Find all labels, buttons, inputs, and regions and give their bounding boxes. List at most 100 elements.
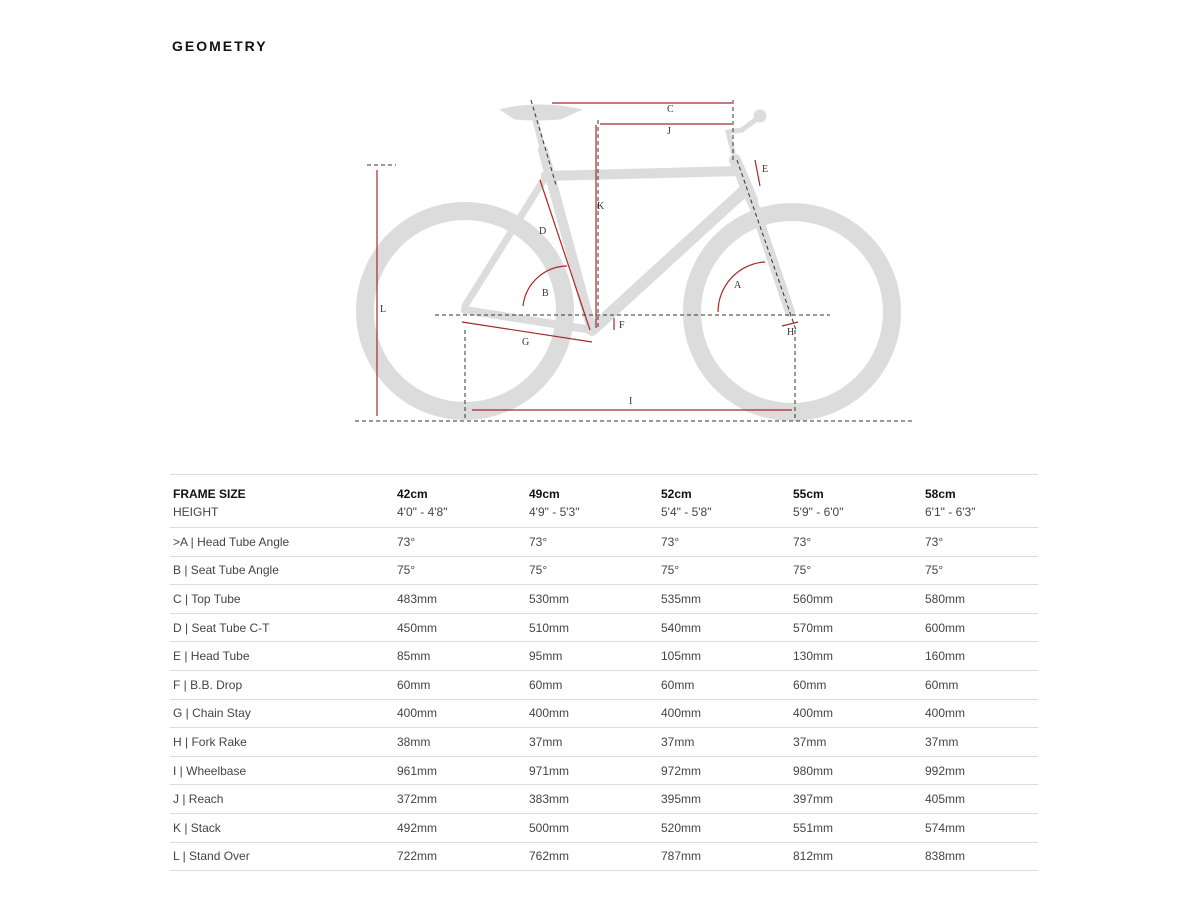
- row-value: 400mm: [658, 698, 790, 728]
- label-c: C: [667, 104, 674, 115]
- label-f: F: [619, 320, 625, 331]
- row-value: 160mm: [922, 641, 1038, 671]
- row-label: I | Wheelbase: [170, 755, 394, 785]
- row-value: 75°: [394, 555, 526, 585]
- row-value: 37mm: [658, 727, 790, 757]
- row-value: 961mm: [394, 755, 526, 785]
- top-tube: [541, 166, 745, 181]
- row-value: 73°: [526, 527, 658, 557]
- row-label: C | Top Tube: [170, 584, 394, 614]
- label-e: E: [762, 164, 768, 175]
- table-row: F | B.B. Drop 60mm 60mm 60mm 60mm 60mm: [170, 669, 1038, 700]
- table-row: G | Chain Stay 400mm 400mm 400mm 400mm 400mm: [170, 698, 1038, 728]
- row-value: 540mm: [658, 612, 790, 642]
- height-value: 5'9" - 6'0": [793, 505, 844, 519]
- height-value: 4'9" - 5'3": [529, 505, 580, 519]
- row-label: G | Chain Stay: [170, 698, 394, 728]
- label-h: H: [787, 327, 794, 338]
- label-k: K: [597, 201, 605, 212]
- row-label: L | Stand Over: [170, 841, 394, 872]
- row-value: 570mm: [790, 612, 922, 642]
- row-label: D | Seat Tube C-T: [170, 612, 394, 642]
- row-value: 73°: [394, 527, 526, 557]
- row-value: 105mm: [658, 641, 790, 671]
- row-label: H | Fork Rake: [170, 727, 394, 757]
- row-value: 38mm: [394, 727, 526, 757]
- size-52: 52cm: [658, 474, 790, 503]
- row-value: 812mm: [790, 841, 922, 872]
- stem-and-bars: [724, 115, 761, 155]
- label-g: G: [522, 337, 529, 348]
- row-value: 60mm: [658, 669, 790, 700]
- row-value: 75°: [922, 555, 1038, 585]
- row-value: 75°: [526, 555, 658, 585]
- row-value: 60mm: [790, 669, 922, 700]
- height-value: 4'0" - 4'8": [397, 505, 448, 519]
- height-label: HEIGHT: [173, 505, 219, 519]
- row-value: 60mm: [394, 669, 526, 700]
- label-b: B: [542, 288, 549, 299]
- row-value: 500mm: [526, 812, 658, 843]
- row-value: 400mm: [790, 698, 922, 728]
- label-a: A: [734, 280, 742, 291]
- row-value: 838mm: [922, 841, 1038, 872]
- row-value: 73°: [658, 527, 790, 557]
- frame-size-row: FRAME SIZE 42cm 49cm 52cm 55cm 58cm: [170, 474, 1038, 503]
- row-value: 400mm: [394, 698, 526, 728]
- row-label: J | Reach: [170, 784, 394, 814]
- dimension-lines: [376, 102, 799, 416]
- row-value: 510mm: [526, 612, 658, 642]
- row-value: 37mm: [526, 727, 658, 757]
- table-row: K | Stack 492mm 500mm 520mm 551mm 574mm: [170, 812, 1038, 843]
- table-row: >A | Head Tube Angle 73° 73° 73° 73° 73°: [170, 527, 1038, 557]
- row-value: 972mm: [658, 755, 790, 785]
- label-j: J: [667, 126, 671, 137]
- table-row: D | Seat Tube C-T 450mm 510mm 540mm 570mm 600…: [170, 612, 1038, 642]
- row-value: 400mm: [922, 698, 1038, 728]
- row-value: 762mm: [526, 841, 658, 872]
- row-value: 75°: [658, 555, 790, 585]
- row-value: 971mm: [526, 755, 658, 785]
- table-row: C | Top Tube 483mm 530mm 535mm 560mm 580mm: [170, 584, 1038, 614]
- size-58: 58cm: [922, 474, 1038, 503]
- row-value: 574mm: [922, 812, 1038, 843]
- row-value: 75°: [790, 555, 922, 585]
- row-value: 492mm: [394, 812, 526, 843]
- chain-stay: [461, 306, 596, 334]
- height-value: 5'4" - 5'8": [661, 505, 712, 519]
- seat-stay: [461, 172, 550, 310]
- bike-silhouette: [356, 104, 901, 421]
- row-value: 483mm: [394, 584, 526, 614]
- row-value: 37mm: [790, 727, 922, 757]
- row-value: 383mm: [526, 784, 658, 814]
- row-value: 130mm: [790, 641, 922, 671]
- row-value: 60mm: [526, 669, 658, 700]
- row-value: 530mm: [526, 584, 658, 614]
- height-value: 6'1" - 6'3": [925, 505, 976, 519]
- row-value: 787mm: [658, 841, 790, 872]
- table-row: B | Seat Tube Angle 75° 75° 75° 75° 75°: [170, 555, 1038, 585]
- height-row: HEIGHT 4'0" - 4'8" 4'9" - 5'3" 5'4" - 5'…: [170, 503, 1038, 528]
- row-value: 535mm: [658, 584, 790, 614]
- seat-post: [532, 115, 546, 153]
- row-value: 85mm: [394, 641, 526, 671]
- row-value: 73°: [790, 527, 922, 557]
- table-row: J | Reach 372mm 383mm 395mm 397mm 405mm: [170, 784, 1038, 814]
- row-value: 450mm: [394, 612, 526, 642]
- row-value: 395mm: [658, 784, 790, 814]
- geometry-table: FRAME SIZE 42cm 49cm 52cm 55cm 58cm HEIG…: [170, 474, 1038, 872]
- table-row: I | Wheelbase 961mm 971mm 972mm 980mm 992mm: [170, 755, 1038, 785]
- size-42: 42cm: [394, 474, 526, 503]
- row-value: 722mm: [394, 841, 526, 872]
- table-row: H | Fork Rake 38mm 37mm 37mm 37mm 37mm: [170, 727, 1038, 757]
- row-value: 580mm: [922, 584, 1038, 614]
- row-value: 551mm: [790, 812, 922, 843]
- label-d: D: [539, 226, 546, 237]
- row-value: 992mm: [922, 755, 1038, 785]
- saddle: [499, 104, 583, 121]
- row-label: >A | Head Tube Angle: [170, 527, 394, 557]
- size-49: 49cm: [526, 474, 658, 503]
- row-label: B | Seat Tube Angle: [170, 555, 394, 585]
- reference-lines: [355, 99, 912, 422]
- frame-size-label: FRAME SIZE: [170, 474, 394, 503]
